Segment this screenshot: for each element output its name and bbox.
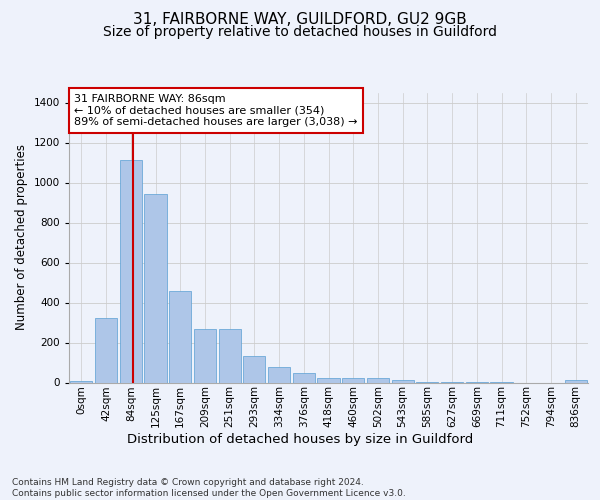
Bar — [243, 356, 265, 382]
Bar — [293, 372, 315, 382]
Text: 31 FAIRBORNE WAY: 86sqm
← 10% of detached houses are smaller (354)
89% of semi-d: 31 FAIRBORNE WAY: 86sqm ← 10% of detache… — [74, 94, 358, 127]
Bar — [268, 367, 290, 382]
Bar — [565, 380, 587, 382]
Bar — [194, 328, 216, 382]
Bar — [95, 318, 117, 382]
Text: Distribution of detached houses by size in Guildford: Distribution of detached houses by size … — [127, 432, 473, 446]
Y-axis label: Number of detached properties: Number of detached properties — [15, 144, 28, 330]
Bar — [392, 380, 414, 382]
Text: Size of property relative to detached houses in Guildford: Size of property relative to detached ho… — [103, 25, 497, 39]
Bar — [218, 328, 241, 382]
Bar — [169, 290, 191, 382]
Bar — [342, 378, 364, 382]
Bar — [367, 378, 389, 382]
Text: Contains HM Land Registry data © Crown copyright and database right 2024.
Contai: Contains HM Land Registry data © Crown c… — [12, 478, 406, 498]
Bar — [119, 160, 142, 382]
Text: 31, FAIRBORNE WAY, GUILDFORD, GU2 9GB: 31, FAIRBORNE WAY, GUILDFORD, GU2 9GB — [133, 12, 467, 28]
Bar — [70, 380, 92, 382]
Bar — [317, 378, 340, 382]
Bar — [145, 194, 167, 382]
